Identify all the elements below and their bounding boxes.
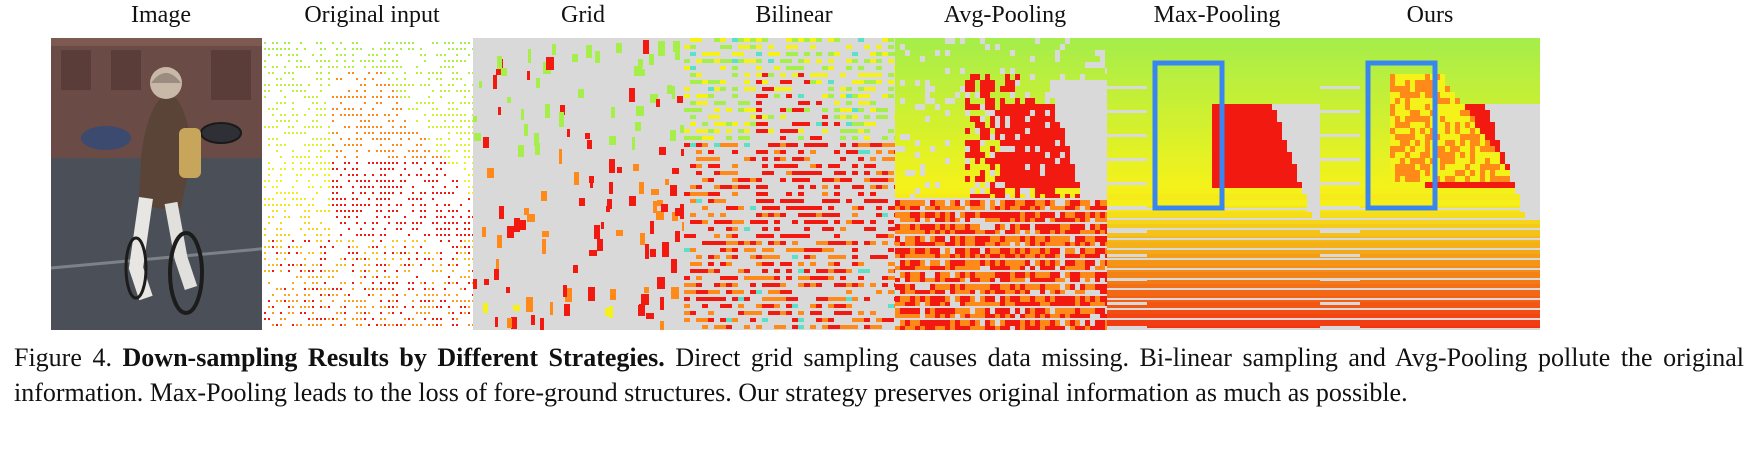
panel-label-original: Original input — [304, 2, 440, 28]
original-input-svg — [262, 38, 482, 330]
ours-svg — [1320, 38, 1540, 330]
ours-map — [1320, 38, 1540, 330]
panel-label-maxpool: Max-Pooling — [1153, 2, 1281, 28]
panel-image: Image — [51, 0, 271, 334]
panel-label-grid: Grid — [561, 2, 605, 28]
avgpool-map — [895, 38, 1115, 330]
avgpool-svg — [895, 38, 1115, 330]
highlight-box — [1152, 60, 1225, 211]
panel-maxpool: Max-Pooling — [1107, 0, 1327, 334]
maxpool-svg — [1107, 38, 1327, 330]
panel-original: Original input — [262, 0, 482, 334]
panel-label-avgpool: Avg-Pooling — [943, 2, 1067, 28]
caption-label: Figure 4. — [14, 343, 112, 372]
original-input-map — [262, 38, 482, 330]
bilinear-map — [684, 38, 904, 330]
bilinear-svg — [684, 38, 904, 329]
panel-grid: Grid — [473, 0, 693, 334]
grid-svg — [473, 40, 688, 330]
panel-label-image: Image — [131, 2, 191, 28]
caption-title: Down-sampling Results by Different Strat… — [122, 343, 665, 372]
panel-label-bilinear: Bilinear — [755, 2, 833, 28]
figure-caption: Figure 4. Down-sampling Results by Diffe… — [14, 340, 1744, 410]
panel-label-ours: Ours — [1406, 2, 1454, 28]
maxpool-map — [1107, 38, 1327, 330]
panel-bilinear: Bilinear — [684, 0, 904, 334]
caption-text: Direct grid sampling causes data missing… — [14, 343, 1745, 407]
grid-map — [473, 38, 693, 330]
camera-image — [51, 38, 271, 330]
panel-ours: Ours — [1320, 0, 1540, 334]
highlight-box — [1365, 60, 1438, 211]
panel-avgpool: Avg-Pooling — [895, 0, 1115, 334]
